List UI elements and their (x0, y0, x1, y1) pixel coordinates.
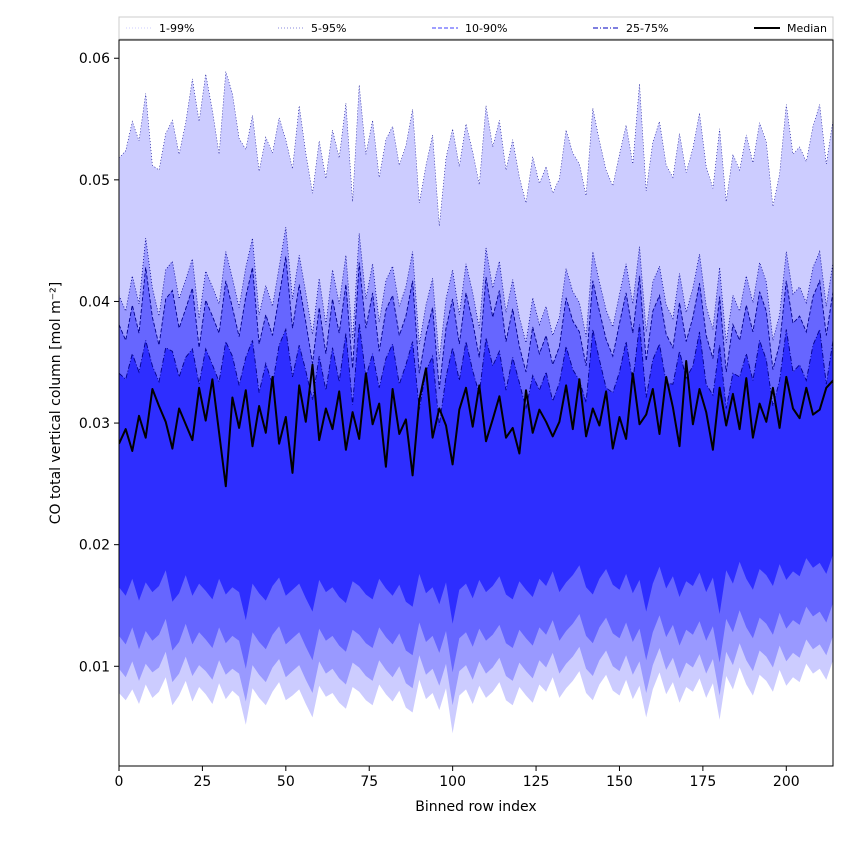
legend-label: 25-75% (626, 22, 668, 35)
band-10-90-upper-line (119, 256, 833, 390)
x-tick-label: 0 (115, 774, 124, 790)
x-axis: 0 25 50 75 100 125 150 175 200 (115, 766, 800, 790)
y-tick-label: 0.01 (79, 659, 110, 675)
y-tick-label: 0.06 (79, 51, 110, 67)
plot-area (119, 71, 833, 734)
x-axis-label: Binned row index (415, 799, 536, 815)
y-tick-label: 0.05 (79, 173, 110, 189)
x-tick-label: 175 (690, 774, 717, 790)
y-tick-label: 0.04 (79, 294, 110, 310)
x-tick-label: 25 (193, 774, 211, 790)
legend-label: 10-90% (465, 22, 507, 35)
legend-label: 1-99% (159, 22, 194, 35)
band-25-75-upper-line (119, 323, 833, 426)
x-tick-label: 125 (523, 774, 550, 790)
x-tick-label: 150 (606, 774, 633, 790)
plot-frame (118, 39, 834, 767)
legend: 1-99% 5-95% 10-90% 25-75% Median (118, 16, 834, 40)
x-tick-label: 200 (773, 774, 800, 790)
median-line (119, 360, 833, 488)
y-axis: 0.01 0.02 0.03 0.04 0.05 0.06 (79, 51, 119, 675)
x-tick-label: 75 (360, 774, 378, 790)
legend-box (118, 16, 834, 40)
y-tick-label: 0.02 (79, 538, 110, 554)
y-tick-label: 0.03 (79, 416, 110, 432)
x-tick-label: 50 (277, 774, 295, 790)
legend-label: 5-95% (311, 22, 346, 35)
y-axis-label: CO total vertical column [mol m⁻²] (48, 282, 64, 524)
x-tick-label: 100 (439, 774, 466, 790)
legend-label: Median (787, 22, 827, 35)
